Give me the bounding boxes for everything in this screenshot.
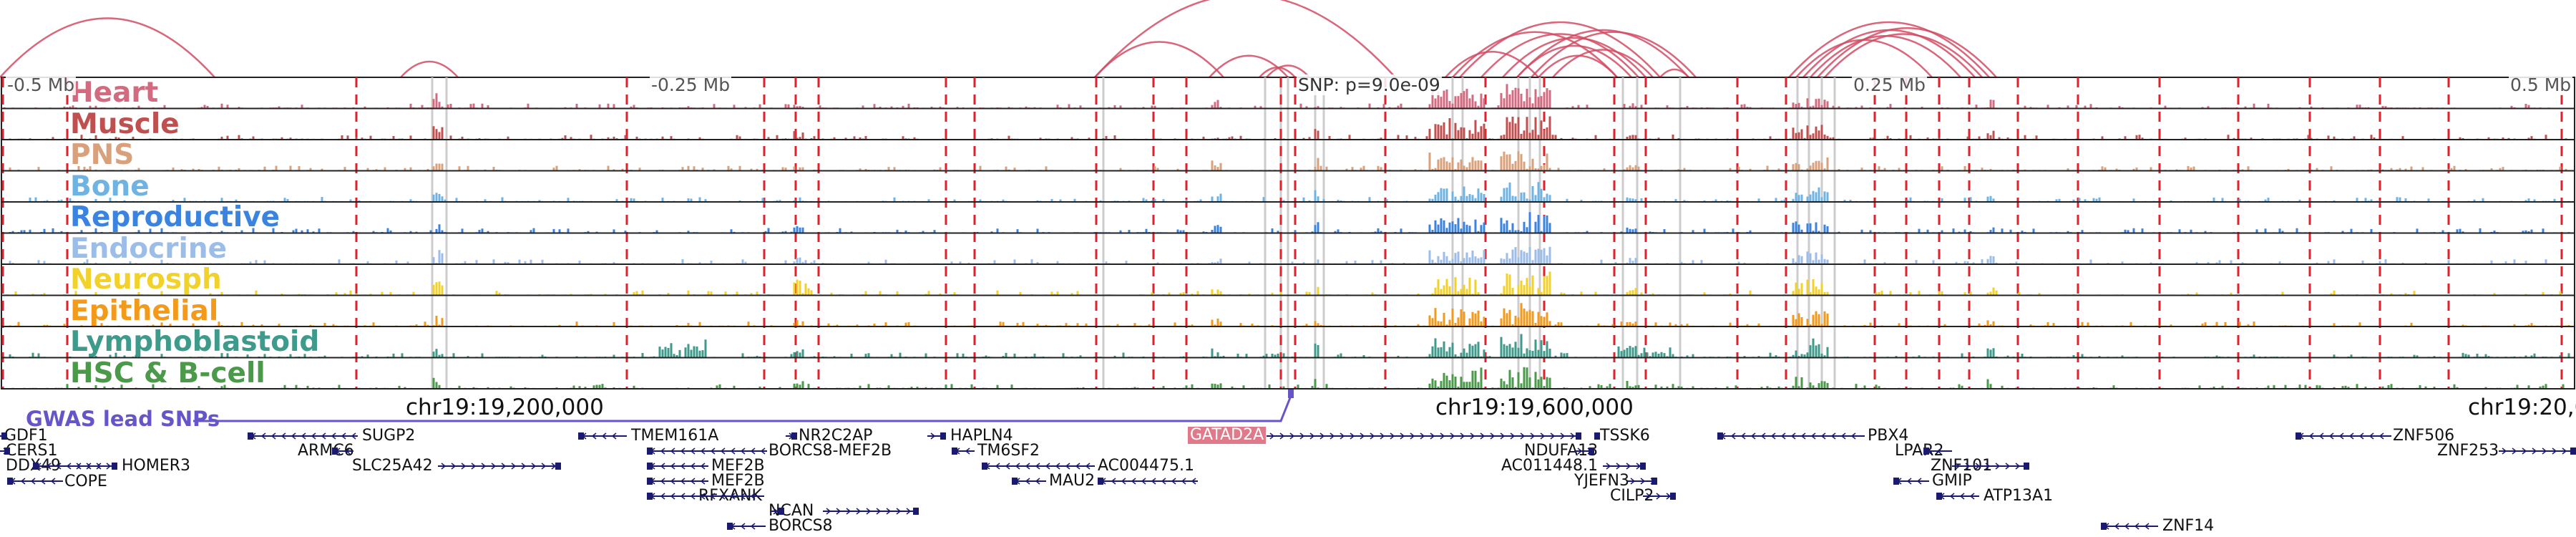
gene-label-gdf1: GDF1 (4, 427, 48, 445)
gene-label-mef2b-1: MEF2B (711, 457, 765, 475)
track-label-bone: Bone (70, 170, 150, 203)
gene-label-armc6: ARMC6 (298, 442, 354, 460)
gene-label-tmem161a: TMEM161A (631, 427, 719, 445)
track-label-endocrine: Endocrine (70, 232, 228, 265)
gene-label-gatad2a: GATAD2A (1188, 427, 1267, 444)
gene-label-rfxank: RFXANK (698, 487, 762, 505)
loop-arc-11 (1502, 37, 1646, 78)
track-label-neurosph: Neurosph (70, 263, 222, 296)
loop-arc-13 (1531, 31, 1697, 78)
gene-label-ac011448-1: AC011448.1 (1501, 457, 1598, 475)
track-label-pns: PNS (70, 139, 135, 171)
gene-label-sugp2: SUGP2 (362, 427, 416, 445)
loop-arc-23 (1824, 33, 1983, 78)
gene-label-cilp2: CILP2 (1610, 487, 1654, 505)
gene-label-znf253: ZNF253 (2437, 442, 2499, 460)
scale-label-plus-0-5: 0.5 Mb (2509, 74, 2573, 95)
loop-arc-22 (1817, 27, 1997, 78)
track-label-hsc-b-cell: HSC & B-cell (70, 357, 265, 390)
gene-label-atp13a1: ATP13A1 (1984, 487, 2054, 505)
track-label-muscle: Muscle (70, 107, 180, 140)
snp-pvalue-label: SNP: p=9.0e-09 (1297, 74, 1442, 95)
loop-arc-1 (400, 60, 459, 78)
scale-label-plus-0-25: 0.25 Mb (1852, 74, 1928, 95)
track-label-reproductive: Reproductive (70, 201, 280, 233)
loop-arc-10 (1480, 33, 1639, 78)
signal-endocrine (3, 246, 2567, 264)
signal-lymphoblastoid (3, 334, 2570, 358)
loop-arc-3 (1094, 0, 1396, 78)
signal-reproductive (9, 212, 2570, 233)
gene-label-borcs8: BORCS8 (769, 517, 833, 535)
gene-label-borcs8-mef2b: BORCS8-MEF2B (769, 442, 892, 460)
signal-muscle (9, 116, 2570, 140)
loop-arc-17 (1659, 68, 1689, 78)
gene-label-ndufa13: NDUFA13 (1524, 442, 1599, 460)
gene-label-ddx49: DDX49 (6, 457, 61, 475)
gene-label-tm6sf2: TM6SF2 (977, 442, 1040, 460)
gwas-lead-snps-label: GWAS lead SNPs (26, 407, 220, 431)
track-label-heart: Heart (70, 77, 159, 109)
loop-arc-18 (1788, 21, 1990, 78)
gene-label-homer3: HOMER3 (122, 457, 191, 475)
loop-arc-8 (1452, 31, 1618, 78)
gene-label-ncan: NCAN (769, 502, 814, 520)
gene-label-cope: COPE (64, 473, 107, 490)
loop-arc-6 (1266, 64, 1310, 78)
loop-arc-14 (1516, 44, 1632, 78)
gene-label-mef2b-2: MEF2B (711, 472, 765, 490)
loop-arc-12 (1516, 29, 1689, 78)
gene-label-tssk6: TSSK6 (1600, 427, 1650, 445)
loop-arc-9 (1459, 21, 1661, 78)
gene-label-nr2c2ap: NR2C2AP (799, 427, 873, 445)
signal-heart (3, 84, 2562, 109)
gene-label-cers1: CERS1 (6, 442, 58, 460)
gene-label-ac004475-1: AC004475.1 (1098, 457, 1194, 475)
loop-arc-0 (0, 17, 215, 78)
coordinate-label-19200000: chr19:19,200,000 (406, 395, 604, 420)
coordinate-label-20000000: chr19:20,0 (2468, 395, 2576, 420)
loop-arc-16 (1552, 49, 1654, 78)
gene-label-hapln4: HAPLN4 (950, 427, 1013, 445)
gene-label-yjefn3: YJEFN3 (1574, 472, 1629, 490)
scale-label-minus-0-5: -0.5 Mb (6, 74, 77, 95)
gene-label-lpar2: LPAR2 (1895, 442, 1944, 460)
coordinate-label-19600000: chr19:19,600,000 (1435, 395, 1634, 420)
track-label-lymphoblastoid: Lymphoblastoid (70, 326, 320, 358)
signal-epithelial (9, 303, 2570, 326)
gene-label-pbx4: PBX4 (1868, 427, 1909, 445)
gene-label-znf506: ZNF506 (2393, 427, 2455, 445)
gene-label-znf14: ZNF14 (2162, 517, 2215, 535)
scale-label-minus-0-25: -0.25 Mb (650, 74, 732, 95)
gene-label-gmip: GMIP (1932, 472, 1972, 490)
track-label-epithelial: Epithelial (70, 294, 219, 327)
signal-pns (3, 151, 2570, 171)
gene-label-mau2: MAU2 (1049, 472, 1096, 490)
gene-label-slc25a42: SLC25A42 (352, 457, 433, 475)
loop-arc-2 (1094, 41, 1224, 78)
